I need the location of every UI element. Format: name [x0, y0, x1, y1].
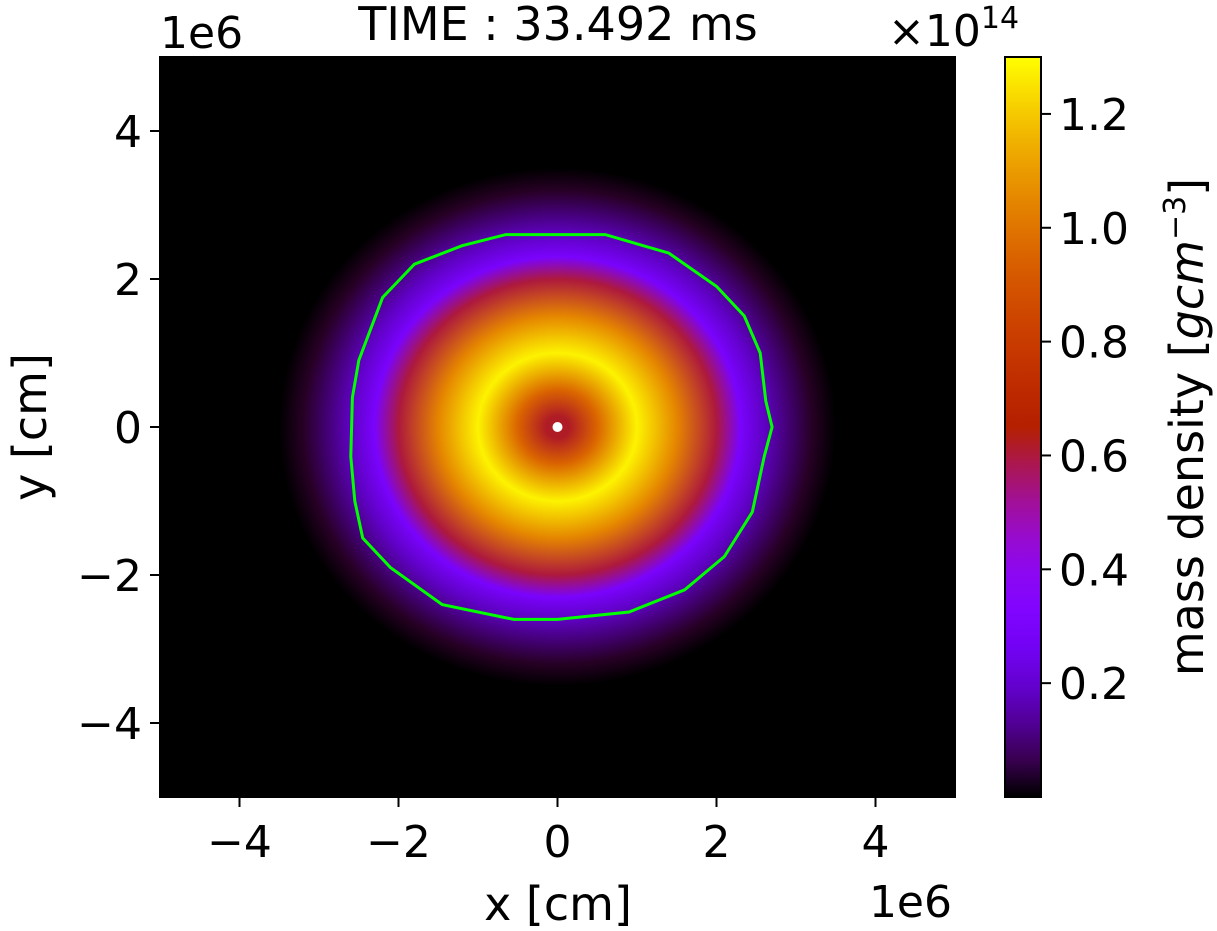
colorbar-label-close: ] — [1160, 178, 1214, 196]
colorbar-label-main: mass density [ — [1160, 339, 1214, 676]
y-tick-label: 4 — [114, 107, 142, 158]
colorbar-offset-base: ×10 — [888, 6, 981, 57]
chart-title: TIME : 33.492 ms — [357, 0, 758, 51]
x-axis: −4 −2 0 2 4 — [207, 797, 890, 868]
colorbar: 0.2 0.4 0.6 0.8 1.0 1.2 ×1014 mass density [g… — [888, 1, 1214, 798]
y-axis-label: y [cm] — [3, 353, 57, 501]
x-tick-label: −4 — [207, 817, 272, 868]
y-tick-label: 2 — [114, 255, 142, 306]
y-tick-label: 0 — [114, 403, 142, 454]
colorbar-label: mass density [gcm−3] — [1158, 178, 1214, 676]
colorbar-ticks: 0.2 0.4 0.6 0.8 1.0 1.2 — [1041, 90, 1129, 710]
x-tick-label: 4 — [862, 817, 890, 868]
colorbar-tick-label: 0.8 — [1059, 318, 1129, 369]
y-axis: −4 −2 0 2 4 — [77, 107, 160, 750]
colorbar-offset-text: ×1014 — [888, 1, 1019, 57]
x-tick-label: 0 — [544, 817, 572, 868]
x-axis-label: x [cm] — [484, 877, 632, 931]
colorbar-tick-label: 1.0 — [1059, 204, 1129, 255]
y-offset-text: 1e6 — [160, 8, 243, 59]
colorbar-gradient — [1004, 56, 1042, 798]
colorbar-tick-label: 0.2 — [1059, 659, 1129, 710]
x-tick-label: −2 — [366, 817, 431, 868]
x-offset-text: 1e6 — [869, 877, 952, 928]
colorbar-tick-label: 1.2 — [1059, 90, 1129, 141]
y-tick-label: −2 — [77, 551, 142, 602]
x-tick-label: 2 — [703, 817, 731, 868]
colorbar-label-units: gcm — [1160, 240, 1214, 339]
center-marker — [552, 422, 563, 432]
colorbar-offset-exp: 14 — [981, 1, 1019, 36]
colorbar-label-exp: −3 — [1158, 196, 1193, 240]
colorbar-tick-label: 0.6 — [1059, 431, 1129, 482]
y-tick-label: −4 — [77, 699, 142, 750]
colorbar-tick-label: 0.4 — [1059, 545, 1129, 596]
plot-area — [159, 56, 956, 798]
contour-line — [349, 233, 774, 621]
